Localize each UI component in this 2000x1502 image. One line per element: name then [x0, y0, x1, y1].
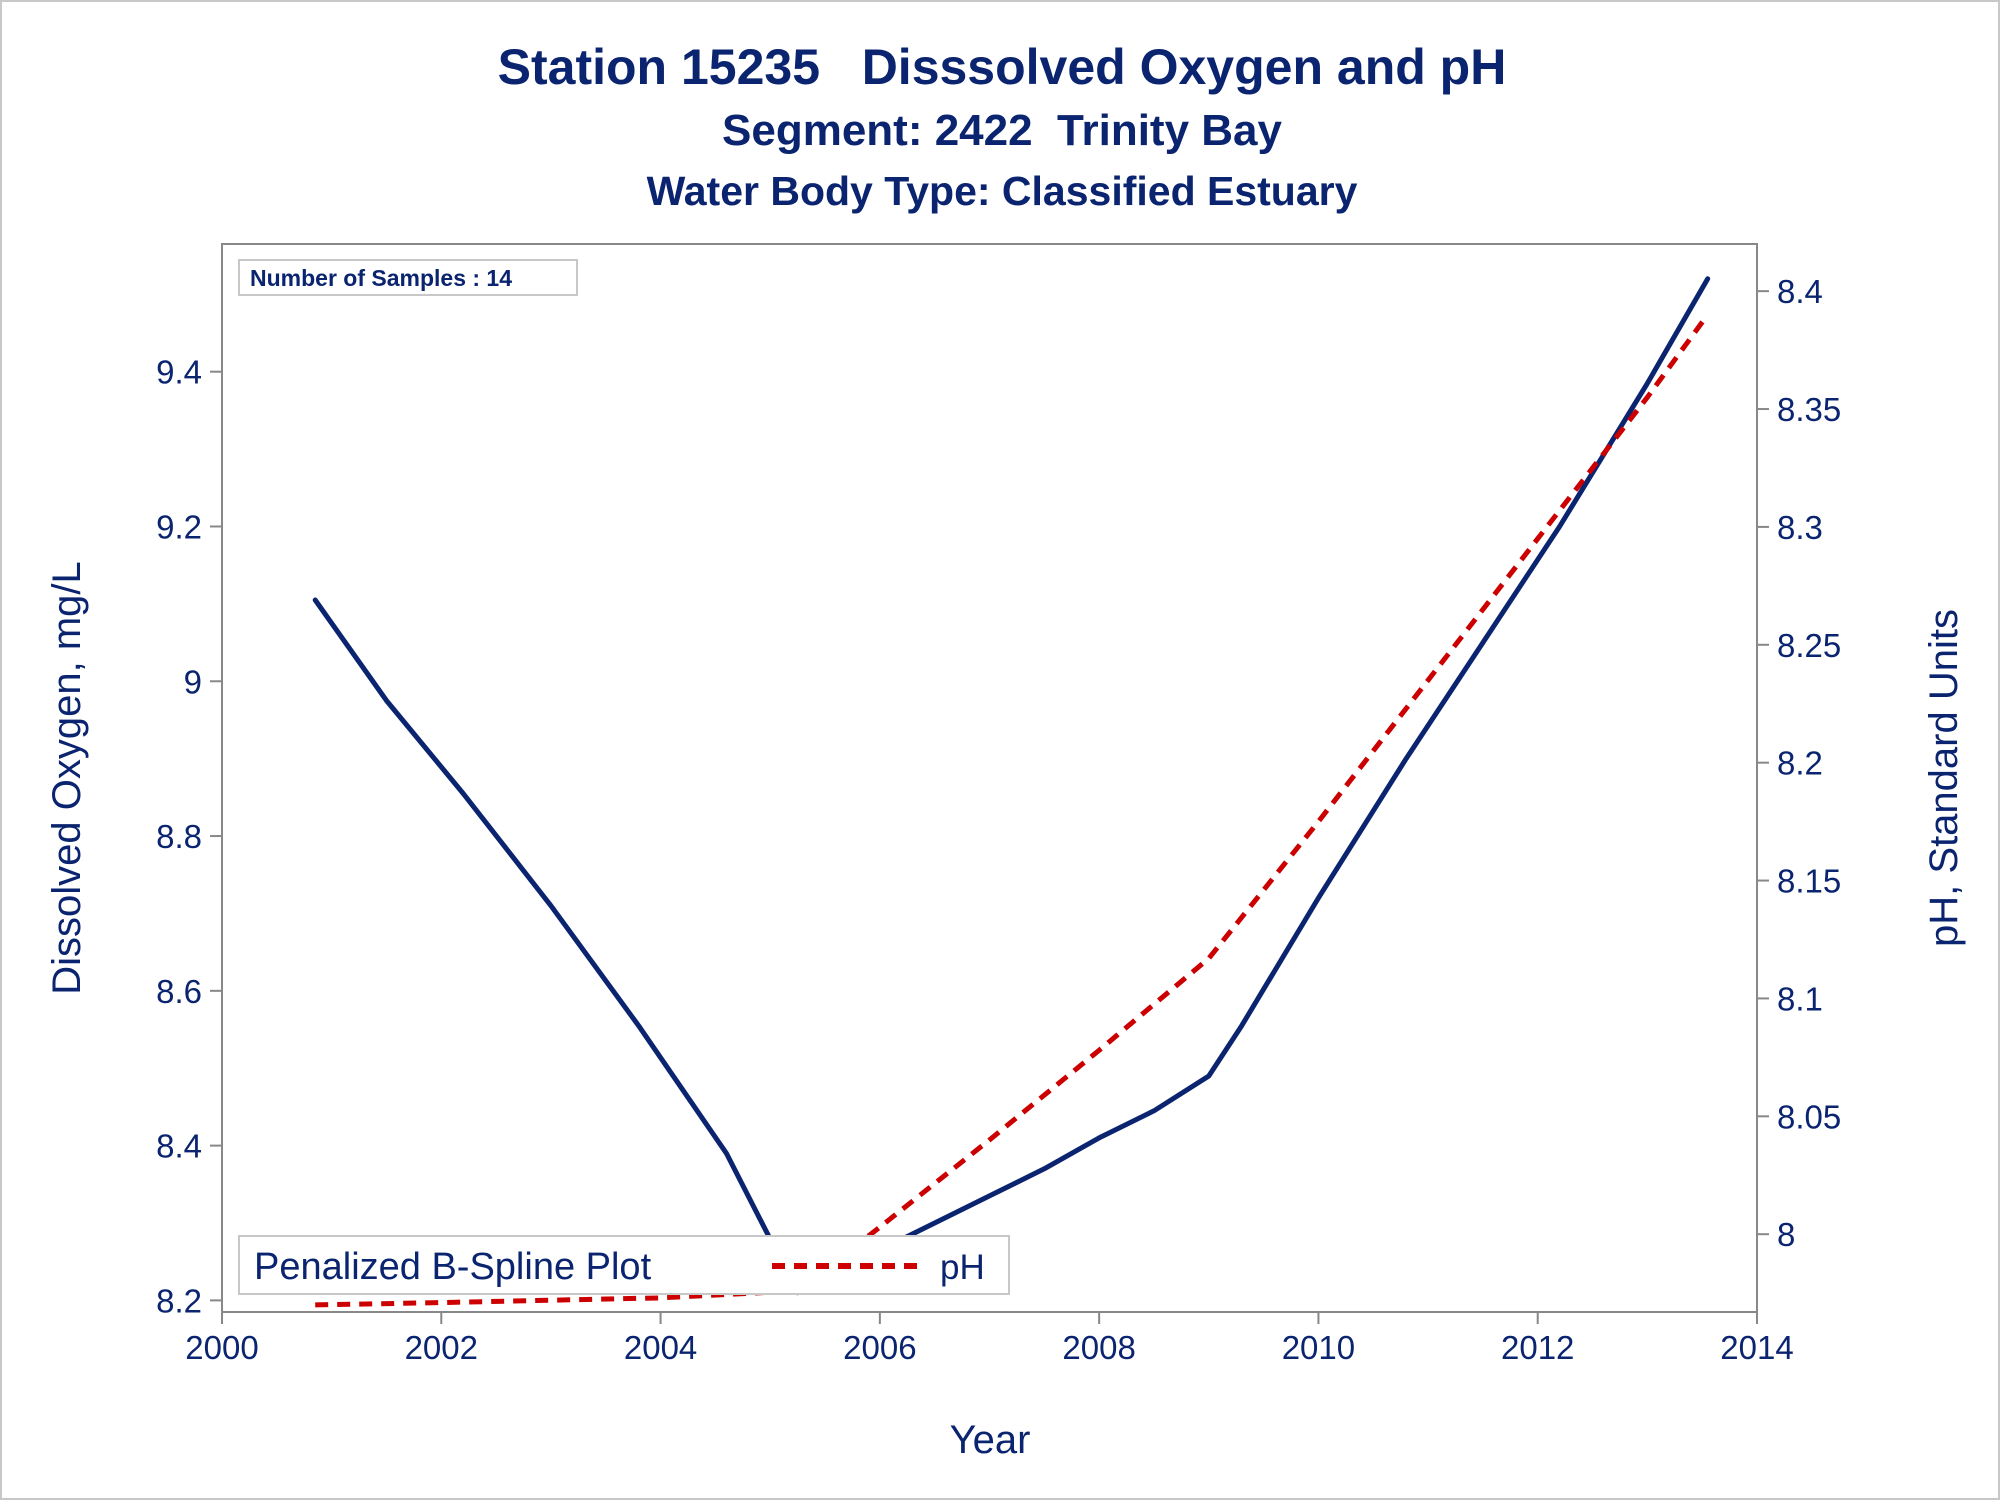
sample-count-text: Number of Samples : 14	[250, 265, 512, 291]
y-right-axis: 8 8.05 8.1 8.15 8.2 8.25 8.3 8.35 8.4	[1757, 273, 1841, 1253]
y-right-tick-label: 8.05	[1777, 1098, 1841, 1135]
chart-subtitle-2: Water Body Type: Classified Estuary	[646, 168, 1358, 214]
y-left-axis: 8.2 8.4 8.6 8.8 9 9.2 9.4	[156, 354, 222, 1319]
x-tick-label: 2000	[185, 1329, 258, 1366]
y-right-axis-label: pH, Standard Units	[1922, 609, 1966, 947]
y-right-tick-label: 8.25	[1777, 627, 1841, 664]
x-axis: 2000 2002 2004 2006 2008 2010 2012 2014	[185, 1312, 1794, 1366]
y-right-tick-label: 8	[1777, 1216, 1795, 1253]
legend-box	[238, 1235, 1010, 1295]
y-left-tick-label: 9	[184, 663, 202, 700]
y-right-tick-label: 8.15	[1777, 863, 1841, 900]
plot-area	[221, 243, 1758, 1313]
dissolved-oxygen-series-line	[312, 276, 1711, 1296]
y-left-tick-label: 8.6	[156, 973, 202, 1010]
y-left-tick-label: 9.4	[156, 354, 202, 391]
y-left-tick-label: 8.8	[156, 818, 202, 855]
x-tick-label: 2010	[1282, 1329, 1355, 1366]
y-left-axis-label: Dissolved Oxygen, mg/L	[45, 561, 89, 995]
x-axis-label: Year	[950, 1418, 1031, 1462]
y-right-tick-label: 8.1	[1777, 980, 1823, 1017]
legend: Penalized B-Spline Plot pH	[238, 1235, 1010, 1295]
y-right-tick-label: 8.35	[1777, 391, 1841, 428]
y-left-tick-label: 8.2	[156, 1282, 202, 1319]
legend-entry-ph: pH	[940, 1248, 985, 1287]
y-left-tick-label: 9.2	[156, 508, 202, 545]
chart-title: Station 15235 Disssolved Oxygen and pH	[497, 39, 1507, 95]
ph-series-line	[315, 313, 1710, 1308]
y-right-tick-label: 8.4	[1777, 273, 1823, 310]
x-tick-label: 2012	[1501, 1329, 1574, 1366]
y-right-tick-label: 8.2	[1777, 745, 1823, 782]
series-layer	[312, 276, 1711, 1308]
x-tick-label: 2006	[843, 1329, 916, 1366]
chart-subtitle: Segment: 2422 Trinity Bay	[722, 106, 1282, 155]
x-tick-label: 2004	[624, 1329, 697, 1366]
x-tick-label: 2002	[405, 1329, 478, 1366]
x-tick-label: 2008	[1062, 1329, 1135, 1366]
y-right-tick-label: 8.3	[1777, 509, 1823, 546]
sample-count-annotation: Number of Samples : 14	[238, 259, 578, 296]
x-tick-label: 2014	[1720, 1329, 1793, 1366]
legend-title: Penalized B-Spline Plot	[254, 1246, 652, 1288]
y-left-tick-label: 8.4	[156, 1128, 202, 1165]
